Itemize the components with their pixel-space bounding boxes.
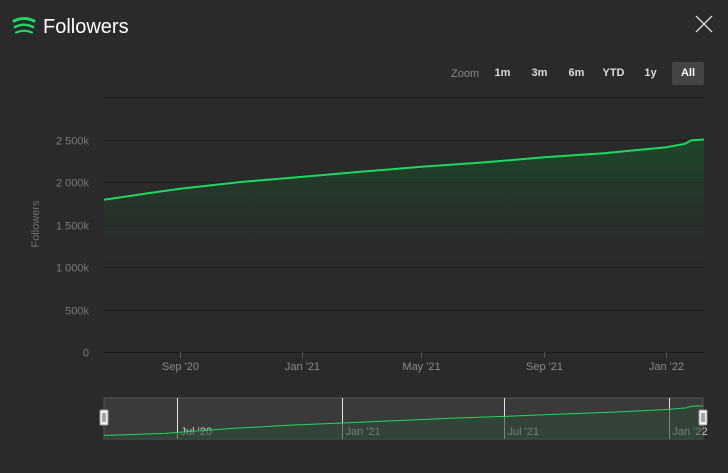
x-tick-label: May '21 [402, 361, 440, 373]
y-tick-label: 500k [65, 306, 89, 318]
close-icon[interactable] [694, 14, 714, 34]
spotify-logo-icon [12, 17, 36, 34]
x-tick-label: Jan '22 [649, 361, 684, 373]
x-tick-label: Sep '21 [526, 361, 563, 373]
y-tick-label: 1 000k [56, 263, 90, 275]
navigator-area [104, 405, 703, 439]
series-line [103, 138, 705, 201]
x-tick-label: Sep '20 [162, 361, 199, 373]
y-tick-label: 2 500k [56, 136, 90, 148]
navigator-right-handle[interactable] [698, 409, 708, 426]
zoom-6m-button[interactable]: 6m [568, 67, 585, 79]
navigator-left-handle[interactable] [99, 409, 109, 426]
y-axis-title: Followers [30, 200, 42, 248]
zoom-ytd-button[interactable]: YTD [602, 67, 625, 79]
zoom-1m-button[interactable]: 1m [494, 67, 511, 79]
y-tick-label: 1 500k [56, 221, 90, 233]
y-tick-label: 0 [83, 348, 89, 360]
y-tick-label: 2 000k [56, 178, 90, 190]
zoom-all-button[interactable]: All [672, 62, 704, 85]
zoom-label: Zoom [451, 68, 480, 80]
page-title: Followers [43, 16, 129, 38]
dialog-header: Followers [0, 0, 728, 54]
x-tick-label: Jan '21 [285, 361, 320, 373]
zoom-3m-button[interactable]: 3m [531, 67, 548, 79]
zoom-1y-button[interactable]: 1y [644, 67, 657, 79]
series-area [104, 139, 704, 267]
navigator-line [103, 405, 704, 436]
zoom-toolbar: Zoom 1m 3m 6m YTD 1y All [0, 60, 728, 88]
